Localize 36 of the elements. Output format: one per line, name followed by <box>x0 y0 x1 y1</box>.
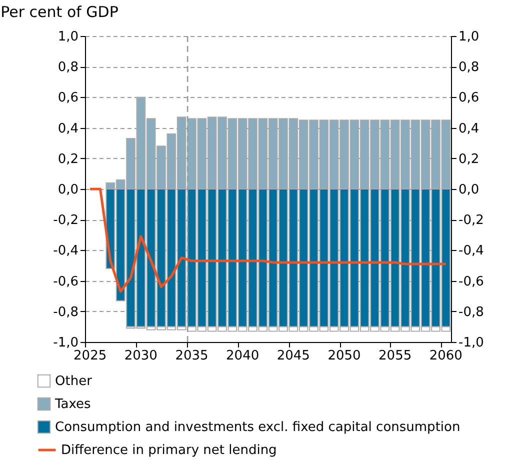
y2-tick-label: -0,6 <box>458 274 484 290</box>
line-series <box>88 188 448 293</box>
y2-tick-label: 0,0 <box>458 182 480 198</box>
y-tick-label: -0,6 <box>53 274 78 290</box>
y-tick-label: 0,0 <box>58 182 78 198</box>
legend-label: Consumption and investments excl. fixed capital consumption <box>55 420 460 435</box>
x-tick-label: 2050 <box>328 348 361 364</box>
y2-tick-label: 0,6 <box>458 90 480 106</box>
y-tick-label: -0,2 <box>53 213 78 228</box>
y-tick-label: -0,8 <box>53 304 78 320</box>
y2-tick-label: 0,2 <box>458 152 480 167</box>
y2-tick-label: -0,2 <box>458 213 484 228</box>
y2-tick-label: -0,8 <box>458 304 484 320</box>
x-tick-label: 2040 <box>226 348 260 364</box>
x-tick-label: 2035 <box>175 348 208 364</box>
y-tick-label: 0,4 <box>58 121 78 136</box>
y-tick-label: 0,2 <box>58 152 78 167</box>
y2-tick-label: 0,4 <box>458 121 480 136</box>
y-tick-label: 0,6 <box>58 90 78 106</box>
y2-tick-label: -0,4 <box>458 244 484 259</box>
y-tick-label: 1,0 <box>58 30 78 44</box>
x-tick-label: 2045 <box>276 348 310 364</box>
legend-label: Other <box>55 374 93 389</box>
x-tick-label: 2055 <box>378 348 412 364</box>
y-tick-label: -1,0 <box>53 336 78 350</box>
y2-tick-label: -1,0 <box>458 336 484 350</box>
legend-label: Taxes <box>54 397 92 412</box>
y2-tick-label: 0,8 <box>458 60 480 76</box>
x-tick-label: 2030 <box>124 348 158 364</box>
y-tick-label: 0,8 <box>58 60 78 76</box>
y-tick-label: -0,4 <box>53 244 78 259</box>
y2-tick-label: 1,0 <box>458 30 480 44</box>
x-tick-label: 2025 <box>74 348 107 364</box>
y-axis-title: Per cent of GDP <box>0 3 118 21</box>
legend-label: Difference in primary net lending <box>61 443 277 458</box>
x-tick-label: 2060 <box>429 348 462 364</box>
